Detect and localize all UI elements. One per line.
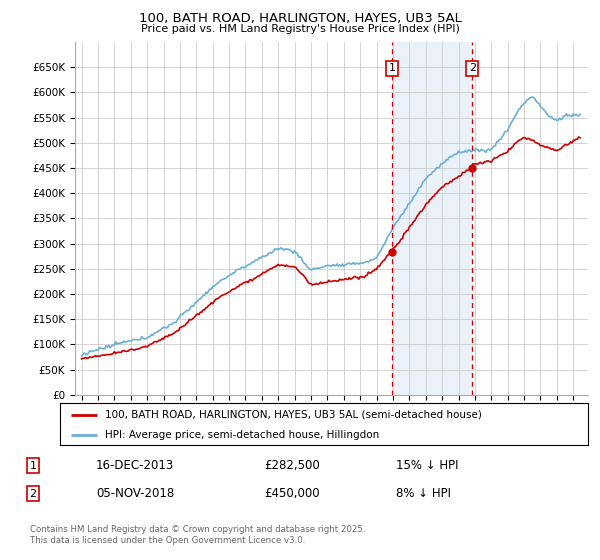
Text: HPI: Average price, semi-detached house, Hillingdon: HPI: Average price, semi-detached house,…	[105, 430, 379, 440]
Text: 15% ↓ HPI: 15% ↓ HPI	[396, 459, 458, 473]
Text: 100, BATH ROAD, HARLINGTON, HAYES, UB3 5AL (semi-detached house): 100, BATH ROAD, HARLINGTON, HAYES, UB3 5…	[105, 410, 482, 420]
Text: £450,000: £450,000	[264, 487, 320, 501]
Text: Contains HM Land Registry data © Crown copyright and database right 2025.
This d: Contains HM Land Registry data © Crown c…	[30, 525, 365, 545]
Bar	[392, 42, 472, 395]
Text: 16-DEC-2013: 16-DEC-2013	[96, 459, 174, 473]
Text: 100, BATH ROAD, HARLINGTON, HAYES, UB3 5AL: 100, BATH ROAD, HARLINGTON, HAYES, UB3 5…	[139, 12, 461, 25]
Text: £282,500: £282,500	[264, 459, 320, 473]
Text: 1: 1	[29, 461, 37, 471]
Text: 2: 2	[29, 489, 37, 499]
Text: 1: 1	[389, 63, 396, 73]
Text: 2: 2	[469, 63, 476, 73]
Text: 05-NOV-2018: 05-NOV-2018	[96, 487, 174, 501]
Text: Price paid vs. HM Land Registry's House Price Index (HPI): Price paid vs. HM Land Registry's House …	[140, 24, 460, 34]
Text: 8% ↓ HPI: 8% ↓ HPI	[396, 487, 451, 501]
